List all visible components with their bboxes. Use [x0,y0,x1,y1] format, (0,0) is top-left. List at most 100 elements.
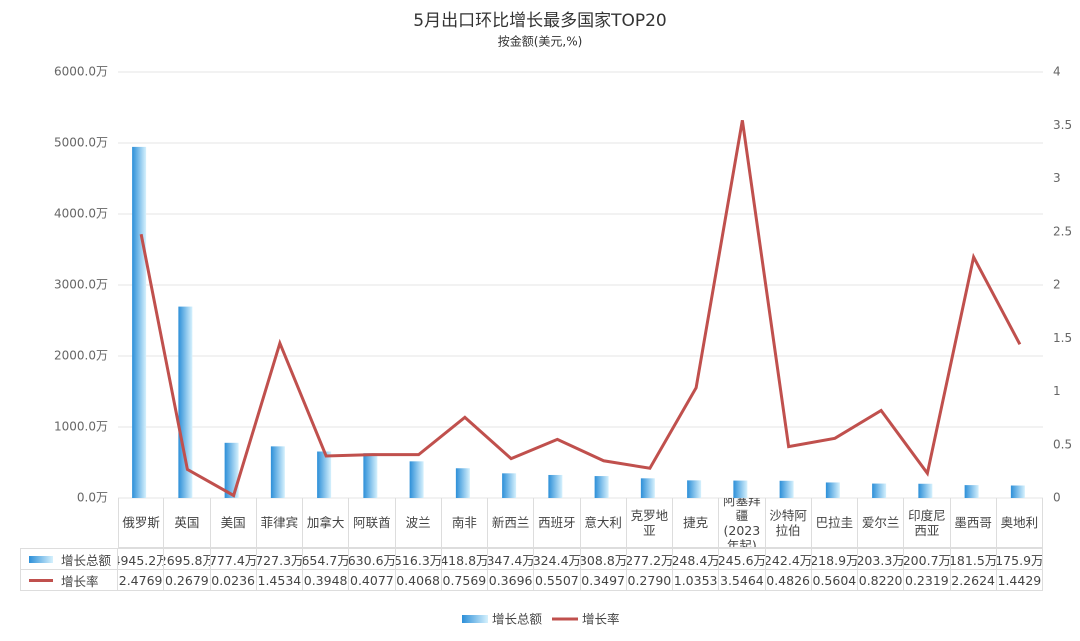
y2-tick-label: 2.5 [1053,224,1072,238]
y2-tick-label: 0.5 [1053,437,1072,451]
category-label: 印度尼西亚 [904,498,951,548]
bar [132,146,147,498]
y-tick-label: 6000.0万 [54,65,108,79]
bar [455,468,470,498]
legend-label: 增长率 [582,612,620,627]
legend-label: 增长率 [61,573,99,589]
line [139,120,1022,498]
category-label: 奥地利 [996,498,1043,548]
legend-label: 增长总额 [492,612,543,627]
bar [687,480,702,498]
category-label: 新西兰 [488,498,535,548]
category-label: 阿联酋 [349,498,396,548]
table-value: 3.5464 [719,569,766,591]
table-value: 248.4万 [673,548,720,570]
bar [178,306,193,498]
table-value: 200.7万 [904,548,951,570]
table-value: 245.6万 [719,548,766,570]
table-value: 2.4769 [118,569,165,591]
table-value: 0.2319 [904,569,951,591]
y2-tick-label: 3 [1053,171,1061,185]
y2-tick-label: 1 [1053,384,1061,398]
table-value: 0.0236 [210,569,257,591]
table-value: 0.4826 [765,569,812,591]
table-value: 0.3696 [488,569,535,591]
bar [502,473,517,498]
y-tick-label: 3000.0万 [54,278,108,292]
bar [825,482,840,498]
table-value: 0.3948 [303,569,350,591]
category-label: 南非 [441,498,488,548]
table-value: 0.5507 [534,569,581,591]
table-value: 2.2624 [950,569,997,591]
table-value: 1.4429 [996,569,1043,591]
table-value: 0.8220 [858,569,905,591]
bar [733,480,748,498]
table-value: 1.0353 [673,569,720,591]
bar [964,485,979,498]
table-value: 0.4068 [395,569,442,591]
category-label: 墨西哥 [950,498,997,548]
y2-tick-label: 0 [1053,491,1061,505]
table-value: 1.4534 [256,569,303,591]
category-label: 巴拉圭 [811,498,858,548]
category-label: 英国 [164,498,211,548]
y2-tick-label: 4 [1053,65,1061,79]
table-value: 727.3万 [256,548,303,570]
table-value: 203.3万 [858,548,905,570]
category-label: 美国 [210,498,257,548]
category-label: 菲律宾 [256,498,303,548]
table-value: 630.6万 [349,548,396,570]
table-value: 0.2790 [626,569,673,591]
table-value: 218.9万 [811,548,858,570]
category-label: 西班牙 [534,498,581,548]
bar [1010,485,1025,498]
table-row-head: 增长总额 [20,548,118,570]
bar [918,483,933,498]
category-label: 意大利 [580,498,627,548]
legend-swatch [29,555,53,563]
legend-label: 增长总额 [61,552,112,568]
y-tick-label: 4000.0万 [54,207,108,221]
table-value: 347.4万 [488,548,535,570]
table-value: 277.2万 [626,548,673,570]
table-value: 175.9万 [996,548,1043,570]
category-label: 阿塞拜疆(2023年起) [719,498,766,548]
table-corner [20,498,118,548]
table-value: 516.3万 [395,548,442,570]
bar [548,474,563,498]
bar [872,483,887,498]
legend-swatch [462,615,488,623]
table-value: 0.5604 [811,569,858,591]
table-value: 308.8万 [580,548,627,570]
category-label: 加拿大 [303,498,350,548]
table-value: 0.3497 [580,569,627,591]
category-label: 爱尔兰 [858,498,905,548]
legend-swatch [29,578,53,582]
y-tick-label: 1000.0万 [54,420,108,434]
category-label: 俄罗斯 [118,498,165,548]
table-value: 4945.2万 [118,548,165,570]
y-tick-label: 0.0万 [77,491,108,505]
table-value: 181.5万 [950,548,997,570]
bar [317,451,332,498]
table-value: 0.4077 [349,569,396,591]
table-value: 654.7万 [303,548,350,570]
bar [270,446,285,498]
category-label: 克罗地亚 [626,498,673,548]
chart-subtitle: 按金额(美元,%) [498,34,583,49]
bar [363,453,378,498]
table-value: 0.7569 [441,569,488,591]
y2-tick-label: 2 [1053,278,1061,292]
bar [640,478,655,498]
table-value: 242.4万 [765,548,812,570]
bar [594,476,609,498]
chart-title: 5月出口环比增长最多国家TOP20 [413,11,666,31]
bar [779,480,794,498]
y-tick-label: 5000.0万 [54,136,108,150]
table-value: 418.8万 [441,548,488,570]
category-label: 捷克 [673,498,720,548]
